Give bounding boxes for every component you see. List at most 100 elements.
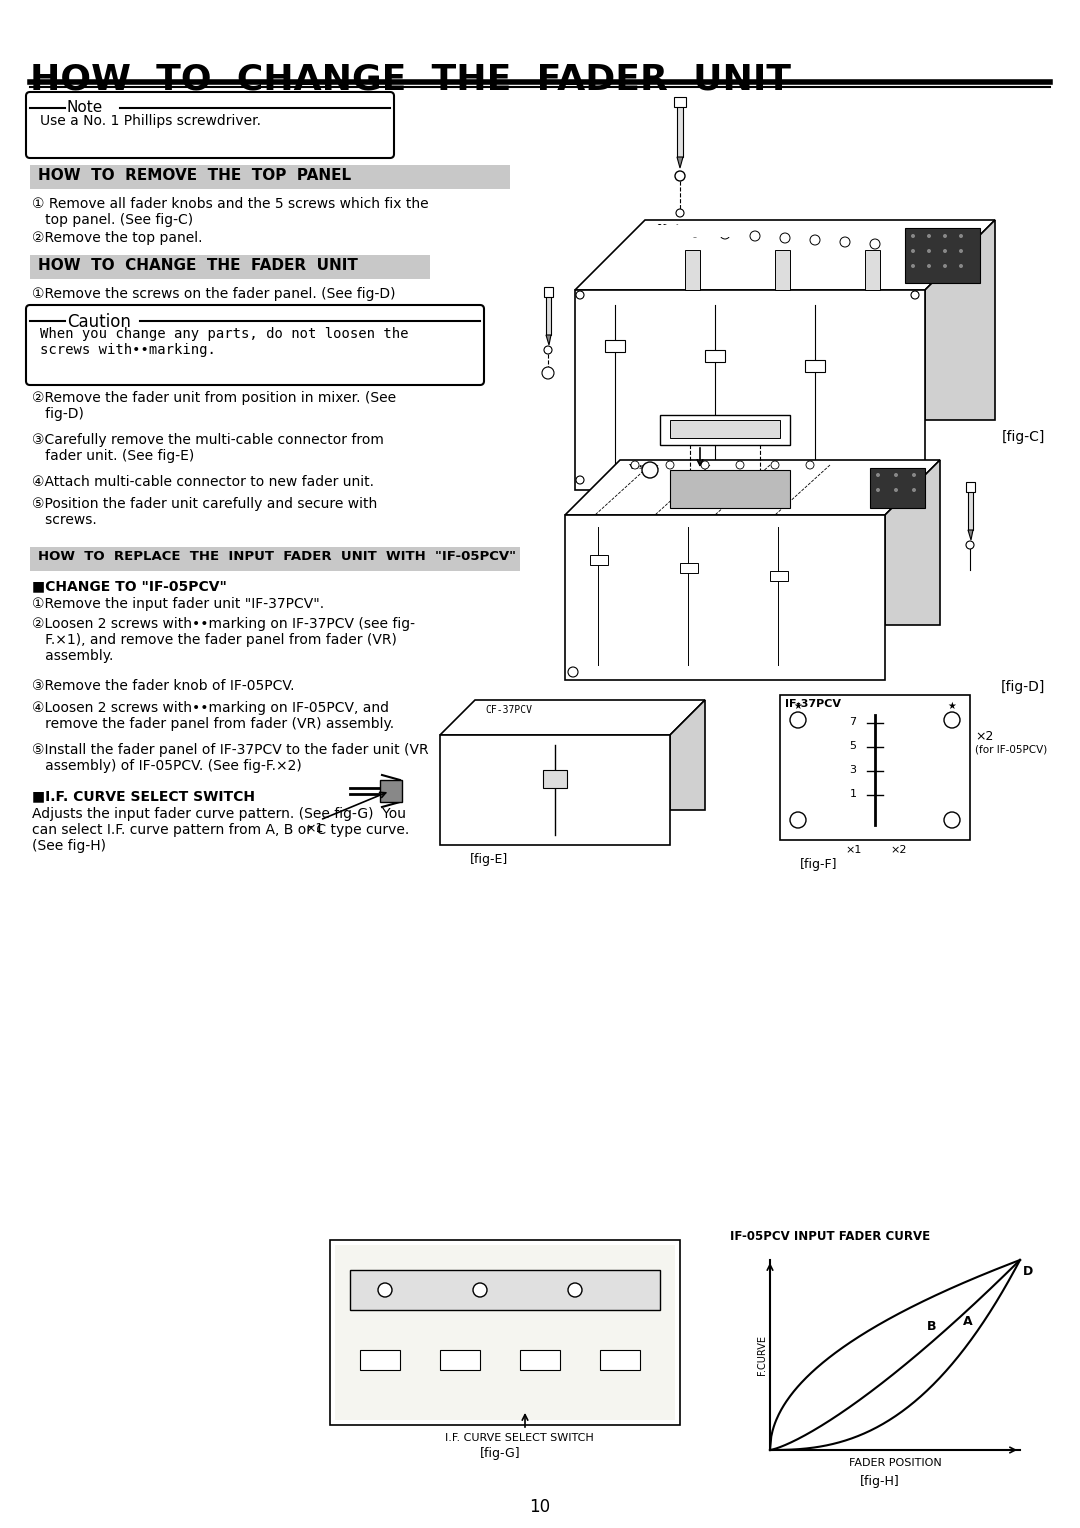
Bar — [590, 555, 608, 565]
Circle shape — [959, 234, 963, 238]
Bar — [805, 361, 825, 371]
Circle shape — [912, 474, 916, 477]
Bar — [770, 571, 788, 581]
Text: (for IF-05PCV): (for IF-05PCV) — [975, 746, 1048, 755]
Text: ★: ★ — [794, 701, 802, 711]
Text: ×2: ×2 — [890, 845, 906, 856]
Text: 3: 3 — [850, 766, 856, 775]
Circle shape — [666, 461, 674, 469]
Text: B: B — [475, 1277, 485, 1291]
Circle shape — [927, 264, 931, 267]
Circle shape — [840, 237, 850, 248]
Circle shape — [675, 171, 685, 180]
Polygon shape — [968, 530, 973, 539]
Bar — [780, 695, 970, 840]
Polygon shape — [546, 335, 551, 345]
Circle shape — [378, 1284, 392, 1297]
Bar — [600, 1351, 640, 1371]
Circle shape — [676, 209, 684, 217]
Polygon shape — [677, 157, 683, 168]
Circle shape — [690, 228, 700, 237]
Circle shape — [810, 235, 820, 244]
Bar — [546, 295, 551, 335]
Text: Vestax: Vestax — [627, 463, 659, 471]
Text: ⑤Position the fader unit carefully and secure with
   screws.: ⑤Position the fader unit carefully and s… — [32, 497, 377, 527]
Bar — [865, 251, 880, 290]
Text: HOW  TO  REPLACE  THE  INPUT  FADER  UNIT  WITH  "IF-05PCV": HOW TO REPLACE THE INPUT FADER UNIT WITH… — [38, 550, 516, 562]
Polygon shape — [575, 220, 995, 290]
Circle shape — [701, 461, 708, 469]
Bar — [685, 251, 700, 290]
Text: [fig-D]: [fig-D] — [1001, 680, 1045, 694]
Circle shape — [660, 225, 670, 235]
Circle shape — [912, 477, 919, 484]
Circle shape — [927, 234, 931, 238]
Polygon shape — [885, 460, 940, 625]
Text: I.F. CURVE SELECT SWITCH: I.F. CURVE SELECT SWITCH — [445, 1433, 594, 1442]
Text: [fig-E]: [fig-E] — [470, 853, 509, 866]
Text: ① Remove all fader knobs and the 5 screws which fix the
   top panel. (See fig-C: ① Remove all fader knobs and the 5 screw… — [32, 197, 429, 228]
Bar — [677, 102, 683, 157]
Text: ×1: ×1 — [845, 845, 862, 856]
Circle shape — [966, 541, 974, 549]
Text: ×1: ×1 — [305, 822, 323, 834]
Circle shape — [959, 264, 963, 267]
Circle shape — [789, 811, 806, 828]
Text: 10: 10 — [529, 1497, 551, 1516]
FancyBboxPatch shape — [26, 306, 484, 385]
Text: HOW  TO  CHANGE  THE  FADER  UNIT: HOW TO CHANGE THE FADER UNIT — [38, 258, 357, 274]
Text: ④Attach multi-cable connector to new fader unit.: ④Attach multi-cable connector to new fad… — [32, 475, 374, 489]
Circle shape — [894, 474, 897, 477]
Text: ×2: ×2 — [975, 730, 994, 743]
Text: HOW  TO  REMOVE  THE  TOP  PANEL: HOW TO REMOVE THE TOP PANEL — [38, 168, 351, 183]
Polygon shape — [924, 220, 995, 420]
Text: ②Remove the fader unit from position in mixer. (See
   fig-D): ②Remove the fader unit from position in … — [32, 391, 396, 422]
Bar — [705, 350, 725, 362]
Circle shape — [720, 229, 730, 238]
Bar — [775, 251, 789, 290]
Circle shape — [912, 264, 915, 267]
Bar — [30, 165, 510, 189]
Circle shape — [631, 461, 639, 469]
Polygon shape — [565, 460, 940, 515]
Text: 1: 1 — [850, 788, 856, 799]
Bar — [870, 468, 924, 507]
Circle shape — [876, 487, 880, 492]
Circle shape — [894, 487, 897, 492]
Circle shape — [568, 668, 578, 677]
Circle shape — [771, 461, 779, 469]
Text: [fig-F]: [fig-F] — [800, 859, 837, 871]
Bar — [30, 255, 430, 280]
Circle shape — [912, 487, 916, 492]
Text: A: A — [962, 1316, 972, 1328]
Circle shape — [912, 290, 919, 299]
Circle shape — [576, 290, 584, 299]
Bar — [680, 562, 698, 573]
Text: ①Remove the input fader unit "IF-37PCV".: ①Remove the input fader unit "IF-37PCV". — [32, 597, 324, 611]
Bar — [360, 1351, 400, 1371]
Bar — [350, 1270, 660, 1309]
FancyBboxPatch shape — [26, 92, 394, 157]
Bar — [543, 770, 567, 788]
Text: Vestax: Vestax — [657, 225, 692, 232]
Text: Caution: Caution — [67, 313, 131, 332]
Text: ②Loosen 2 screws with••marking on IF-37PCV (see fig-
   F.×1), and remove the fa: ②Loosen 2 screws with••marking on IF-37P… — [32, 617, 415, 663]
Circle shape — [544, 345, 552, 354]
Bar — [605, 341, 625, 351]
Circle shape — [943, 234, 947, 238]
Text: ■I.F. CURVE SELECT SWITCH: ■I.F. CURVE SELECT SWITCH — [32, 788, 255, 804]
Circle shape — [943, 249, 947, 254]
Text: Note: Note — [67, 99, 104, 115]
Bar — [519, 1351, 561, 1371]
Text: [fig-G]: [fig-G] — [480, 1447, 521, 1459]
Text: ②Remove the top panel.: ②Remove the top panel. — [32, 231, 203, 244]
Polygon shape — [670, 700, 705, 810]
Bar — [380, 779, 402, 802]
Circle shape — [944, 712, 960, 727]
Circle shape — [789, 712, 806, 727]
Polygon shape — [440, 700, 705, 735]
Text: ⑤Install the fader panel of IF-37PCV to the fader unit (VR
   assembly) of IF-05: ⑤Install the fader panel of IF-37PCV to … — [32, 743, 429, 773]
Bar — [335, 1245, 675, 1420]
Text: D: D — [1023, 1265, 1034, 1277]
Text: CF-37PCV: CF-37PCV — [485, 704, 532, 715]
